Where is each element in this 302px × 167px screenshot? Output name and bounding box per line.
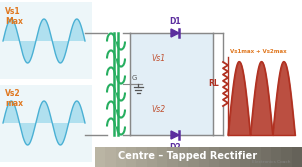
FancyBboxPatch shape [281,147,293,167]
FancyBboxPatch shape [240,147,251,167]
FancyBboxPatch shape [95,147,205,167]
FancyBboxPatch shape [292,147,302,167]
Polygon shape [171,29,179,37]
Text: D2: D2 [169,143,181,152]
FancyBboxPatch shape [137,147,148,167]
FancyBboxPatch shape [0,2,92,79]
Text: Centre – Tapped Rectifier: Centre – Tapped Rectifier [118,151,258,161]
FancyBboxPatch shape [0,85,92,162]
FancyBboxPatch shape [178,147,189,167]
FancyBboxPatch shape [209,147,220,167]
FancyBboxPatch shape [271,147,282,167]
Text: Vs1max + Vs2max: Vs1max + Vs2max [230,49,287,54]
FancyBboxPatch shape [157,147,169,167]
Text: G: G [131,75,137,81]
FancyBboxPatch shape [205,147,302,167]
Text: Vs2: Vs2 [151,105,165,114]
Polygon shape [171,131,179,139]
FancyBboxPatch shape [188,147,200,167]
FancyBboxPatch shape [219,147,230,167]
Text: D1: D1 [169,17,181,26]
FancyBboxPatch shape [147,147,158,167]
Text: Vs1: Vs1 [151,54,165,63]
Text: Vs1
Max: Vs1 Max [5,7,23,26]
FancyBboxPatch shape [95,147,106,167]
FancyBboxPatch shape [198,147,210,167]
FancyBboxPatch shape [261,147,272,167]
FancyBboxPatch shape [105,147,117,167]
FancyBboxPatch shape [167,147,179,167]
Text: Electronics Coach: Electronics Coach [252,160,290,164]
FancyBboxPatch shape [130,33,213,135]
FancyBboxPatch shape [126,147,137,167]
FancyBboxPatch shape [230,147,241,167]
Text: RL: RL [208,79,219,89]
FancyBboxPatch shape [116,147,127,167]
FancyBboxPatch shape [250,147,262,167]
Text: Vs2
max: Vs2 max [5,89,23,108]
